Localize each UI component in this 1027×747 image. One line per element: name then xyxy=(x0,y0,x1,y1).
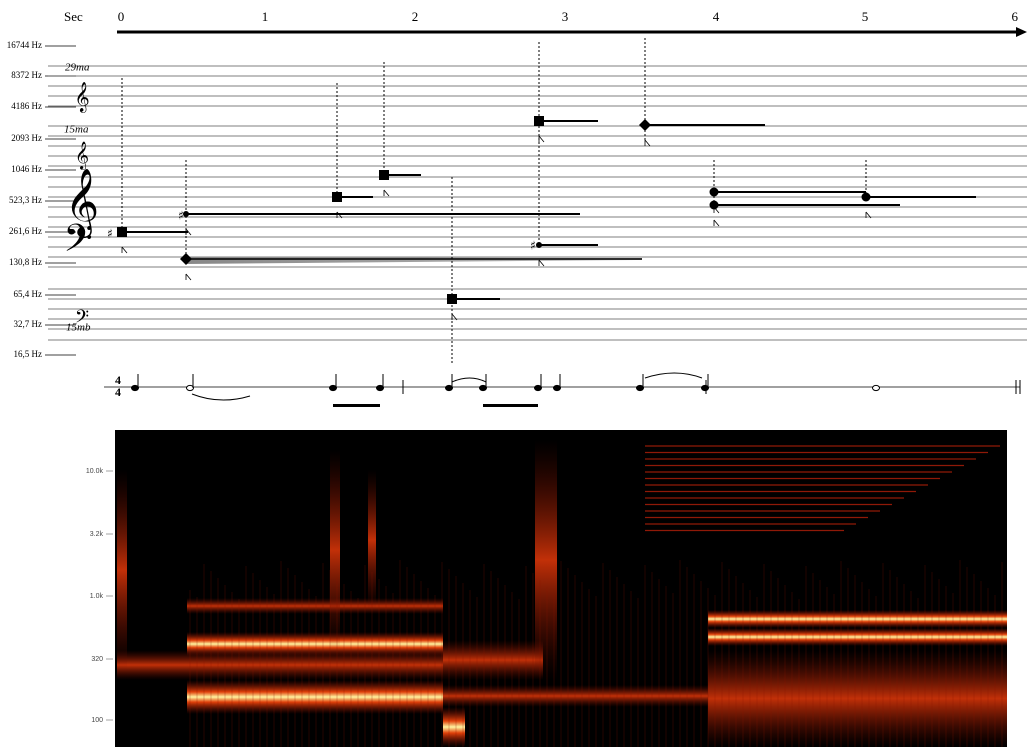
dynamic-mark xyxy=(714,220,719,226)
notes: ♯ ♯ ♯ xyxy=(107,38,976,365)
note-head xyxy=(447,294,457,304)
spectral-band xyxy=(443,640,543,680)
frequency-label: 65,4 Hz xyxy=(14,289,43,299)
time-tick-label: 6 xyxy=(1012,9,1019,24)
frequency-label: 8372 Hz xyxy=(11,70,42,80)
rhythm-note xyxy=(377,385,384,390)
frequency-label: 16,5 Hz xyxy=(14,349,43,359)
time-tick-label: 1 xyxy=(262,9,269,24)
octave-mark: 15ma xyxy=(64,124,89,136)
octave-mark: 15mb xyxy=(66,322,91,334)
spectral-band xyxy=(708,650,1007,747)
time-arrow xyxy=(1016,27,1027,37)
rhythm-note xyxy=(187,385,194,390)
clef: 𝄞 xyxy=(74,82,89,114)
gliss-band xyxy=(186,257,642,264)
frequency-label: 2093 Hz xyxy=(11,133,42,143)
spectral-band xyxy=(187,598,443,614)
tie xyxy=(452,378,486,382)
dynamic-mark xyxy=(645,140,650,146)
octave-mark: 29ma xyxy=(65,62,90,74)
frequency-label: 16744 Hz xyxy=(7,40,42,50)
time-tick-label: 5 xyxy=(862,9,869,24)
spectral-band xyxy=(187,650,443,680)
spectral-band xyxy=(117,470,127,670)
spectrogram-label: 100 xyxy=(91,717,103,724)
dynamic-mark xyxy=(186,274,191,280)
spectral-band xyxy=(117,650,187,680)
rhythm-note xyxy=(480,385,487,390)
rhythm-note xyxy=(132,385,139,390)
time-tick-label: 4 xyxy=(713,9,720,24)
frequency-label: 523,3 Hz xyxy=(9,195,42,205)
dynamic-mark xyxy=(539,260,544,266)
clef: 𝄢 xyxy=(63,216,93,270)
dynamic-mark xyxy=(122,247,127,253)
sharp: ♯ xyxy=(530,239,536,253)
note-head xyxy=(639,119,651,131)
note-head xyxy=(536,242,542,248)
rhythm-note xyxy=(535,385,542,390)
spectrogram xyxy=(115,430,1007,747)
rhythm-note xyxy=(637,385,644,390)
time-tick-label: 0 xyxy=(118,9,125,24)
rhythm-note xyxy=(446,385,453,390)
frequency-label: 1046 Hz xyxy=(11,164,42,174)
rhythm-line: 44 xyxy=(104,373,1020,407)
spectral-band xyxy=(708,628,1007,646)
spectrogram-label: 320 xyxy=(91,656,103,663)
frequency-label: 4186 Hz xyxy=(11,101,42,111)
time-label: Sec xyxy=(64,9,83,24)
time-tick-label: 3 xyxy=(562,9,569,24)
note-head xyxy=(710,201,719,210)
spectral-band xyxy=(187,680,443,714)
time-signature: 4 xyxy=(115,385,121,399)
spectral-band xyxy=(708,610,1007,628)
frequency-label: 130,8 Hz xyxy=(9,257,42,267)
sharp: ♯ xyxy=(107,227,113,241)
staff: 𝄞𝄞𝄞𝄢𝄢 xyxy=(45,46,1027,355)
score-page: Sec 𝄞𝄞𝄞𝄢𝄢 ♯♯♯ 44 012345616744 Hz8372 Hz4… xyxy=(0,0,1027,747)
rhythm-note xyxy=(554,385,561,390)
dynamic-mark xyxy=(384,190,389,196)
clef: 𝄞 xyxy=(75,141,89,170)
spectral-band xyxy=(443,685,708,707)
spectral-band xyxy=(443,707,465,747)
time-tick-label: 2 xyxy=(412,9,419,24)
dynamic-mark xyxy=(539,136,544,142)
frequency-label: 261,6 Hz xyxy=(9,226,42,236)
spectrogram-label: 10.0k xyxy=(86,468,104,475)
rhythm-note xyxy=(330,385,337,390)
note-head xyxy=(862,193,871,202)
spectrogram-label: 1.0k xyxy=(90,593,104,600)
tie xyxy=(645,373,702,378)
rhythm-note xyxy=(702,385,709,390)
note-head xyxy=(534,116,544,126)
frequency-label: 32,7 Hz xyxy=(14,319,43,329)
rhythm-note xyxy=(873,385,880,390)
sharp: ♯ xyxy=(178,209,184,223)
beam xyxy=(333,404,380,407)
note-head xyxy=(332,192,342,202)
beam xyxy=(483,404,538,407)
spectral-band xyxy=(330,450,340,650)
note-head xyxy=(379,170,389,180)
tie xyxy=(192,394,250,400)
spectrogram-label: 3.2k xyxy=(90,531,104,538)
note-head xyxy=(117,227,127,237)
